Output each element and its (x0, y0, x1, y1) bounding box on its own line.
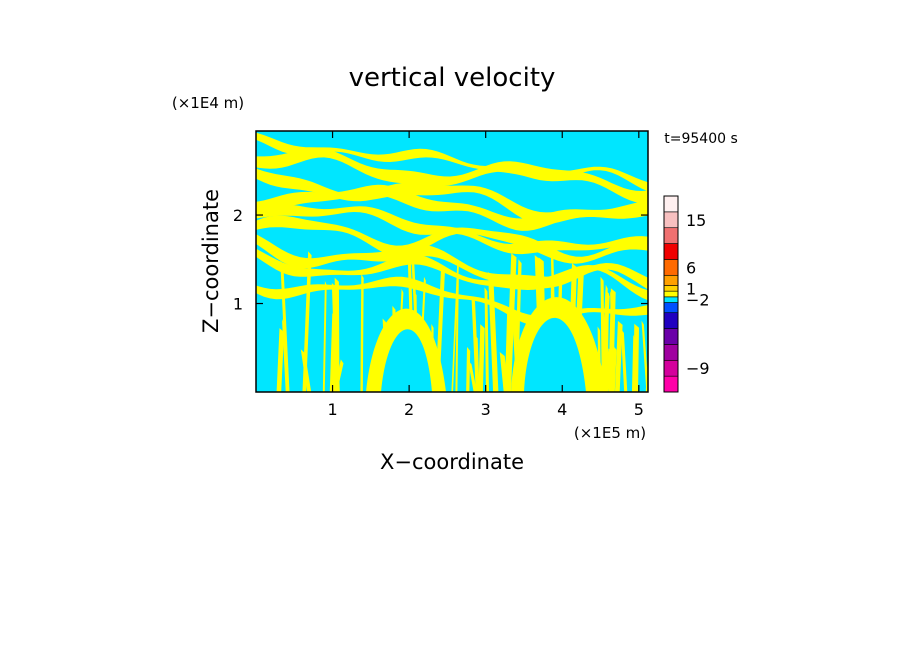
field-arch-core (524, 317, 586, 392)
x-axis-label: X−coordinate (380, 450, 524, 474)
colorbar-label: −2 (686, 291, 710, 310)
colorbar-label: −9 (686, 359, 710, 378)
y-tick-label: 2 (233, 206, 243, 225)
y-axis-unit: (×1E4 m) (172, 94, 244, 112)
field-band (256, 215, 648, 264)
field-plume (499, 352, 509, 392)
field-band (256, 184, 648, 231)
field-plume (484, 287, 489, 392)
x-axis-unit: (×1E5 m) (574, 424, 646, 442)
colorbar-frame (663, 195, 679, 393)
colorbar-level (663, 296, 679, 303)
field-plume (360, 274, 364, 392)
colorbar-label: 15 (686, 211, 706, 230)
field-plume (331, 338, 340, 392)
colorbar: −9 −21 6 15 (663, 195, 710, 393)
colorbar-level (663, 375, 679, 393)
field-plume (466, 346, 471, 392)
field-plume (600, 284, 608, 392)
colorbar-level (663, 344, 679, 361)
field-plume (641, 320, 648, 392)
colorbar-level (663, 274, 679, 286)
x-tick-label: 3 (481, 400, 491, 419)
field-plume (474, 334, 480, 392)
colorbar-level (663, 259, 679, 276)
field-plume (276, 328, 285, 392)
y-tick-label: 1 (233, 295, 243, 314)
field-band (256, 147, 648, 204)
field-plume (280, 260, 290, 392)
field-plume (300, 349, 312, 392)
field-area (256, 131, 648, 392)
colorbar-label: 1 (686, 279, 696, 298)
y-axis-label: Z−coordinate (199, 189, 223, 333)
field-plume (614, 320, 623, 392)
field-plume (608, 288, 616, 392)
x-tick-label: 2 (404, 400, 414, 419)
colorbar-level (663, 243, 679, 260)
colorbar-level (663, 211, 679, 229)
colorbar-level (663, 290, 679, 298)
y-axis: 12 (233, 206, 648, 314)
x-axis: 1 2 3 4 5 (327, 131, 644, 419)
field-plume (633, 323, 639, 392)
colorbar-level (663, 312, 679, 329)
field-plume (468, 360, 478, 392)
field-band (256, 248, 648, 301)
chart-title: vertical velocity (349, 63, 556, 93)
field-band (256, 234, 648, 290)
colorbar-level (663, 359, 679, 377)
colorbar-level (663, 285, 679, 292)
field-plume (455, 274, 459, 392)
field-plume (488, 272, 499, 392)
field-plume (620, 328, 628, 392)
field-plume (478, 324, 485, 392)
time-label: t=95400 s (664, 131, 738, 147)
field-band (256, 276, 648, 326)
x-tick-label: 5 (634, 400, 644, 419)
x-tick-label: 4 (557, 400, 567, 419)
colorbar-level (663, 227, 679, 244)
field-plume (508, 305, 512, 392)
colorbar-level (663, 328, 679, 345)
plot-frame (255, 130, 649, 393)
field-plume (322, 281, 327, 392)
field-arch-core (381, 329, 432, 392)
colorbar-level (663, 195, 679, 213)
field-bands (256, 132, 648, 392)
colorbar-label: 6 (686, 258, 696, 277)
colorbar-level (663, 302, 679, 314)
x-tick-label: 1 (327, 400, 337, 419)
